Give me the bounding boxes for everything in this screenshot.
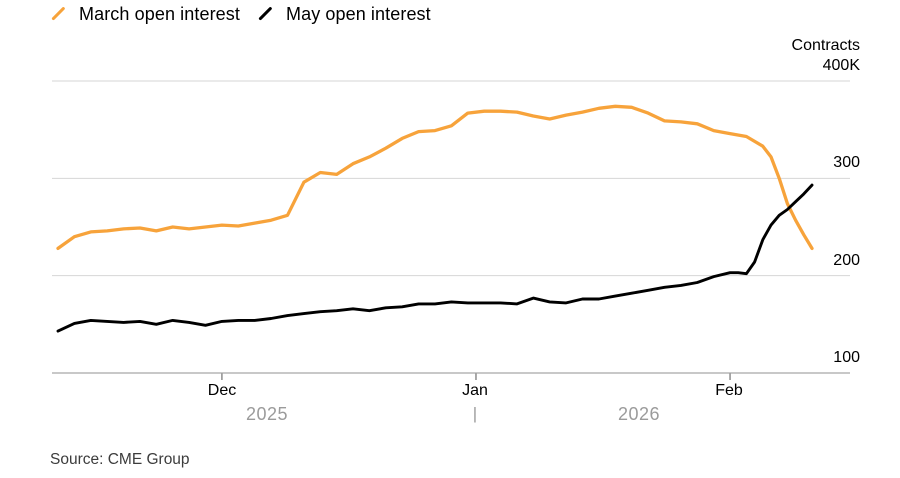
year-label-2025: 2025 xyxy=(245,404,289,424)
legend-label-march: March open interest xyxy=(79,3,240,24)
x-tick-label-dec: Dec xyxy=(207,382,237,399)
legend-item-march: March open interest xyxy=(50,4,240,25)
legend-item-may: May open interest xyxy=(257,4,431,25)
y-tick-label-100: 100 xyxy=(833,349,860,366)
x-tick-label-feb: Feb xyxy=(715,382,743,399)
x-tick-label-jan: Jan xyxy=(462,382,488,399)
source-note: Source: CME Group xyxy=(50,451,190,468)
y-tick-label-200: 200 xyxy=(833,252,860,269)
legend: March open interest May open interest xyxy=(50,2,431,26)
legend-label-may: May open interest xyxy=(285,3,431,24)
series-line-march xyxy=(56,104,814,251)
year-label-2026: 2026 xyxy=(617,404,661,424)
year-divider: | xyxy=(472,404,478,423)
y-tick-label-300: 300 xyxy=(833,154,860,171)
series-line-may xyxy=(56,183,814,333)
y-tick-label-400k: 400K xyxy=(822,57,860,74)
y-axis-unit-label: Contracts xyxy=(791,37,860,54)
